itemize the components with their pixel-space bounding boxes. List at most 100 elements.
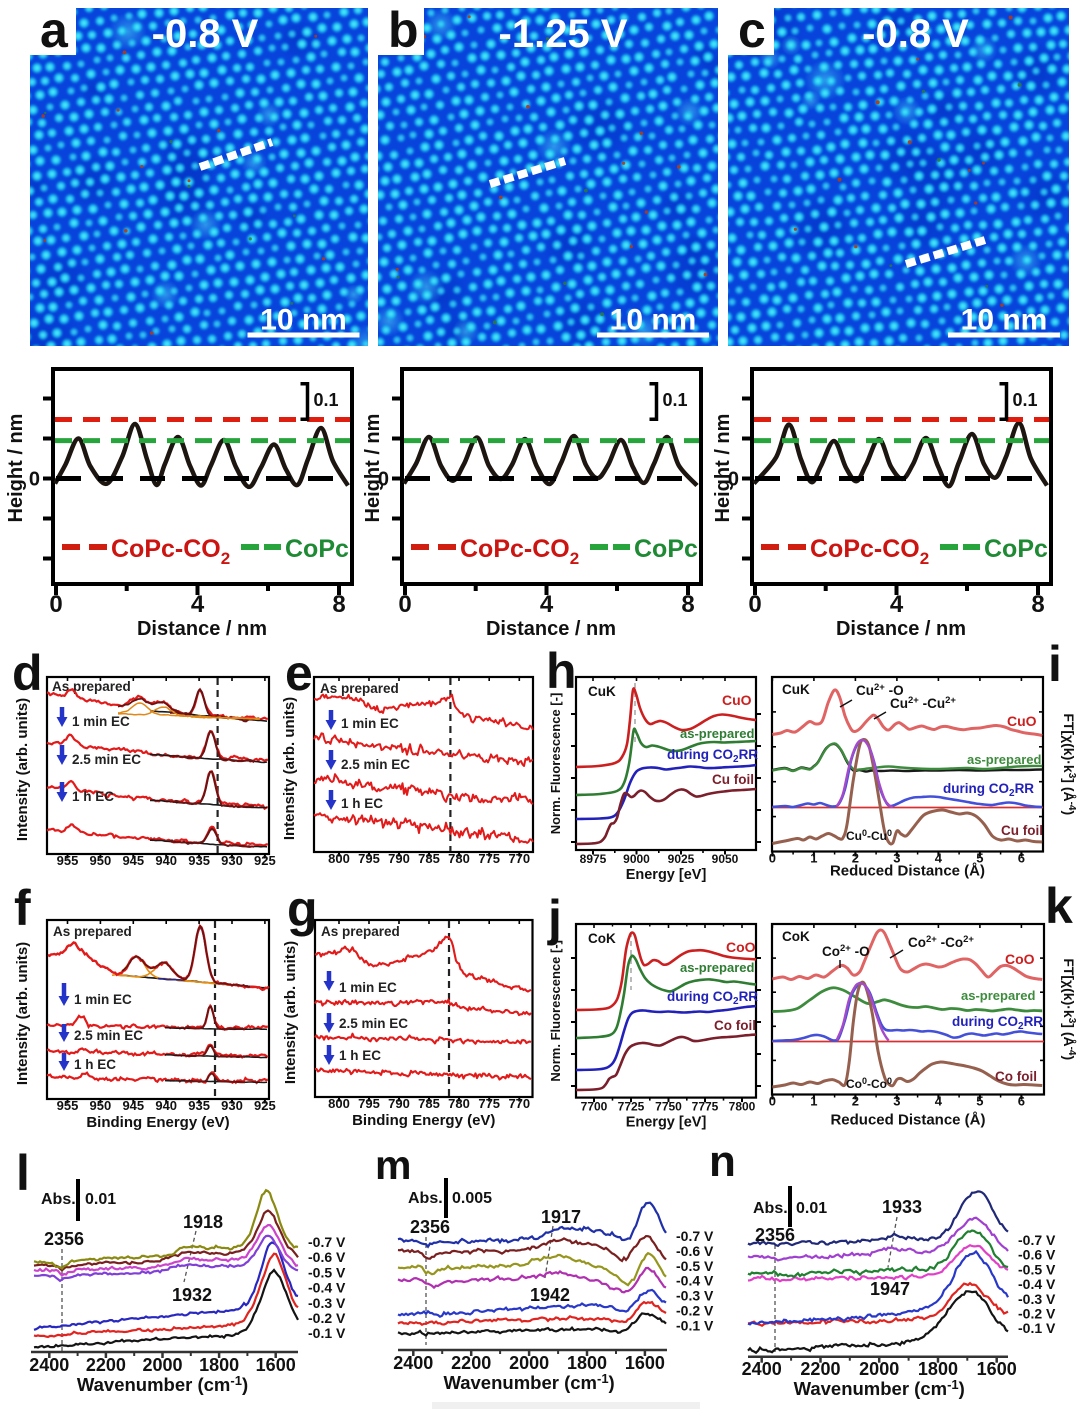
svg-text:g: g: [287, 881, 318, 937]
svg-text:10 nm: 10 nm: [260, 304, 347, 337]
svg-text:Wavenumber (cm-1): Wavenumber (cm-1): [794, 1377, 965, 1399]
svg-text:1942: 1942: [530, 1285, 570, 1305]
svg-text:775: 775: [478, 851, 500, 866]
svg-text:k: k: [1045, 878, 1073, 934]
svg-text:790: 790: [388, 851, 410, 866]
svg-text:1918: 1918: [183, 1212, 223, 1232]
svg-text:945: 945: [122, 853, 144, 868]
svg-text:-0.3 V: -0.3 V: [676, 1288, 714, 1304]
svg-text:0.01: 0.01: [796, 1200, 827, 1217]
svg-text:780: 780: [448, 1096, 470, 1111]
svg-text:Cu0-Cu0: Cu0-Cu0: [846, 828, 892, 843]
svg-text:2200: 2200: [86, 1355, 126, 1375]
svg-text:As prepared: As prepared: [53, 924, 132, 939]
svg-text:795: 795: [358, 851, 380, 866]
svg-text:CuK: CuK: [782, 682, 810, 697]
svg-text:0: 0: [748, 591, 761, 618]
svg-text:CoK: CoK: [782, 929, 810, 944]
svg-text:CoK: CoK: [588, 931, 616, 946]
svg-text:Intensity (arb. units): Intensity (arb. units): [281, 697, 298, 840]
svg-text:1800: 1800: [918, 1359, 958, 1379]
svg-text:-0.4 V: -0.4 V: [676, 1273, 714, 1289]
svg-text:0.1: 0.1: [663, 390, 688, 410]
svg-text:0.1: 0.1: [314, 390, 339, 410]
svg-text:CoPc: CoPc: [984, 535, 1048, 563]
svg-text:-0.1 V: -0.1 V: [1018, 1320, 1056, 1336]
svg-text:955: 955: [57, 853, 79, 868]
svg-text:1 min EC: 1 min EC: [74, 992, 132, 1007]
svg-text:925: 925: [254, 853, 276, 868]
svg-text:3: 3: [893, 1094, 900, 1109]
svg-text:FT[χ(k)·k3] (Å-4): FT[χ(k)·k3] (Å-4): [1061, 958, 1077, 1060]
svg-text:6: 6: [1018, 851, 1025, 866]
svg-text:1: 1: [810, 1094, 817, 1109]
svg-text:-0.6 V: -0.6 V: [1018, 1247, 1056, 1263]
svg-text:4: 4: [540, 591, 554, 618]
svg-text:800: 800: [328, 1096, 350, 1111]
svg-text:2: 2: [852, 1094, 859, 1109]
svg-text:8: 8: [1031, 591, 1044, 618]
svg-text:7775: 7775: [692, 1100, 719, 1114]
svg-text:785: 785: [418, 1096, 440, 1111]
svg-text:9000: 9000: [623, 852, 650, 866]
svg-text:2400: 2400: [29, 1355, 69, 1375]
svg-text:2400: 2400: [393, 1353, 433, 1373]
svg-text:CoPc: CoPc: [285, 535, 349, 563]
svg-text:0: 0: [378, 469, 389, 491]
svg-text:Wavenumber (cm-1): Wavenumber (cm-1): [77, 1373, 248, 1395]
svg-text:5: 5: [976, 1094, 983, 1109]
svg-text:Reduced Distance (Å): Reduced Distance (Å): [830, 1112, 985, 1129]
svg-text:CoPc: CoPc: [634, 535, 698, 563]
svg-text:8: 8: [332, 591, 345, 618]
svg-text:Co2+ -O: Co2+ -O: [822, 943, 870, 959]
svg-text:1 min EC: 1 min EC: [339, 980, 397, 995]
svg-text:2000: 2000: [859, 1359, 899, 1379]
svg-text:-0.1 V: -0.1 V: [676, 1317, 714, 1333]
svg-text:2.5 min EC: 2.5 min EC: [72, 752, 141, 767]
svg-text:7800: 7800: [729, 1100, 756, 1114]
svg-text:935: 935: [188, 1098, 210, 1113]
svg-text:930: 930: [221, 853, 243, 868]
svg-text:1 h EC: 1 h EC: [341, 796, 383, 811]
svg-text:i: i: [1048, 636, 1062, 692]
svg-text:CuO: CuO: [1007, 713, 1037, 729]
svg-text:f: f: [14, 880, 31, 936]
svg-text:-0.7 V: -0.7 V: [1018, 1232, 1056, 1248]
svg-text:-0.8 V: -0.8 V: [152, 12, 259, 56]
svg-text:2356: 2356: [755, 1225, 795, 1245]
svg-text:775: 775: [478, 1096, 500, 1111]
svg-text:Height / nm: Height / nm: [5, 414, 27, 523]
svg-text:925: 925: [254, 1098, 276, 1113]
svg-text:9025: 9025: [668, 852, 695, 866]
svg-text:2200: 2200: [800, 1359, 840, 1379]
svg-text:1600: 1600: [977, 1359, 1017, 1379]
svg-text:0: 0: [769, 851, 776, 866]
svg-text:as-prepared: as-prepared: [961, 988, 1035, 1003]
svg-text:780: 780: [448, 851, 470, 866]
svg-text:Cu foil: Cu foil: [1001, 823, 1043, 838]
svg-text:9050: 9050: [712, 852, 739, 866]
svg-text:770: 770: [508, 851, 530, 866]
svg-text:Norm. Fluorescence [-]: Norm. Fluorescence [-]: [548, 693, 563, 835]
svg-text:Abs.: Abs.: [408, 1190, 443, 1207]
svg-text:0.01: 0.01: [85, 1191, 116, 1208]
svg-text:Reduced Distance (Å): Reduced Distance (Å): [830, 863, 985, 880]
svg-text:Norm. Fluorescence [-]: Norm. Fluorescence [-]: [548, 940, 563, 1082]
svg-text:Wavenumber (cm-1): Wavenumber (cm-1): [443, 1371, 614, 1393]
svg-text:CoPc-CO2: CoPc-CO2: [460, 535, 579, 568]
svg-text:1800: 1800: [199, 1355, 239, 1375]
svg-text:-0.2 V: -0.2 V: [676, 1303, 714, 1319]
svg-text:940: 940: [155, 853, 177, 868]
svg-text:2.5 min EC: 2.5 min EC: [341, 757, 410, 772]
svg-text:1 h EC: 1 h EC: [339, 1048, 381, 1063]
svg-text:4: 4: [191, 591, 205, 618]
svg-text:Binding Energy (eV): Binding Energy (eV): [352, 1112, 495, 1129]
svg-text:1 min EC: 1 min EC: [341, 716, 399, 731]
svg-text:CuO: CuO: [722, 692, 752, 708]
svg-text:d: d: [12, 645, 43, 701]
svg-text:Intensity (arb. units): Intensity (arb. units): [14, 698, 31, 841]
svg-text:2356: 2356: [410, 1217, 450, 1237]
svg-text:a: a: [40, 2, 69, 58]
svg-text:4: 4: [935, 851, 943, 866]
svg-text:1800: 1800: [567, 1353, 607, 1373]
